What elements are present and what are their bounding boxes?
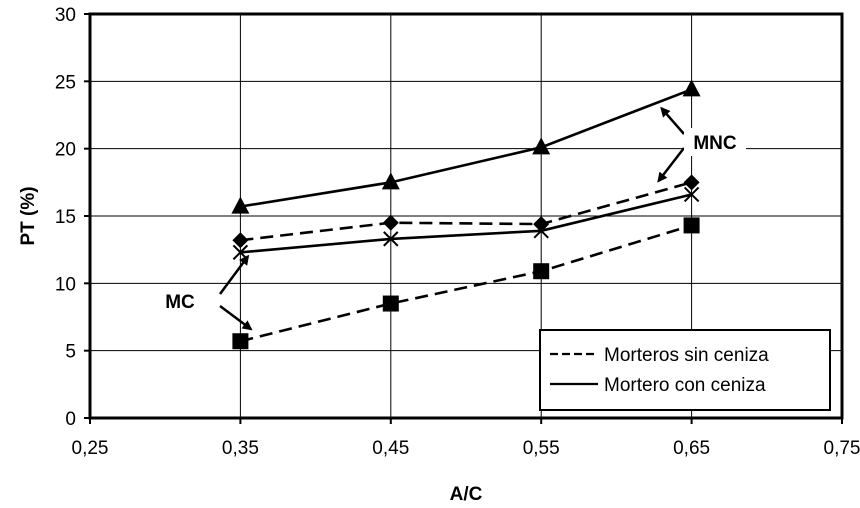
series-3 <box>232 186 700 261</box>
data-point <box>382 295 399 312</box>
annotation-label: MC <box>165 292 195 313</box>
cross-stroke <box>383 231 399 247</box>
y-tick-label: 10 <box>55 274 76 295</box>
x-axis-title: A/C <box>450 484 483 505</box>
data-point <box>683 174 700 191</box>
y-tick-label: 5 <box>65 342 76 363</box>
y-tick-label: 25 <box>55 72 76 93</box>
x-tick-label: 0,35 <box>222 438 259 459</box>
cross-stroke <box>683 186 700 203</box>
annotation-mc: MC <box>160 254 253 331</box>
x-tick-label: 0,65 <box>673 438 710 459</box>
series <box>231 79 701 350</box>
annotation-arrow <box>219 304 253 331</box>
legend-label: Mortero con ceniza <box>604 375 766 396</box>
data-point <box>533 223 549 239</box>
y-axis: 0 5 10 15 20 25 30 <box>55 5 90 430</box>
x-tick-label: 0,45 <box>372 438 409 459</box>
x-tick-label: 0,55 <box>523 438 560 459</box>
data-point <box>532 137 551 155</box>
legend-box <box>539 329 831 411</box>
series-1 <box>231 79 701 214</box>
annotation-mnc: MNC <box>657 106 746 183</box>
x-tick-label: 0,25 <box>72 438 109 459</box>
data-point <box>232 333 249 350</box>
y-axis-title: PT (%) <box>18 186 39 245</box>
x-tick-label: 0,75 <box>824 438 860 459</box>
legend: Morteros sin ceniza Mortero con ceniza <box>539 329 831 411</box>
annotation-label: MNC <box>693 133 737 154</box>
data-point <box>381 172 400 190</box>
series-4-line <box>240 224 692 343</box>
series-4 <box>232 217 700 350</box>
annotations: MNC MC <box>160 106 746 331</box>
data-point <box>232 232 249 249</box>
cross-stroke <box>232 244 249 261</box>
cross-stroke <box>533 223 549 239</box>
annotation-arrow <box>218 254 250 295</box>
series-3-line <box>240 193 692 254</box>
y-tick-label: 15 <box>55 207 76 228</box>
annotation-arrow <box>657 147 685 183</box>
series-2-line <box>240 181 692 242</box>
data-point <box>683 217 700 234</box>
annotation-box <box>684 128 746 156</box>
series-1-line <box>240 88 693 208</box>
y-tick-label: 20 <box>55 140 76 161</box>
y-tick-label: 30 <box>55 5 76 26</box>
data-point <box>231 196 250 214</box>
series-2 <box>232 174 700 249</box>
data-point <box>533 263 550 280</box>
legend-label: Morteros sin ceniza <box>604 345 769 366</box>
x-axis: 0,25 0,35 0,45 0,55 0,65 0,75 <box>72 418 860 459</box>
data-point <box>382 214 399 231</box>
y-tick-label: 0 <box>65 409 76 430</box>
annotation-arrow <box>660 106 685 135</box>
annotation-box <box>160 286 200 316</box>
data-point <box>683 186 700 203</box>
data-point <box>682 79 701 97</box>
data-point <box>383 231 399 247</box>
